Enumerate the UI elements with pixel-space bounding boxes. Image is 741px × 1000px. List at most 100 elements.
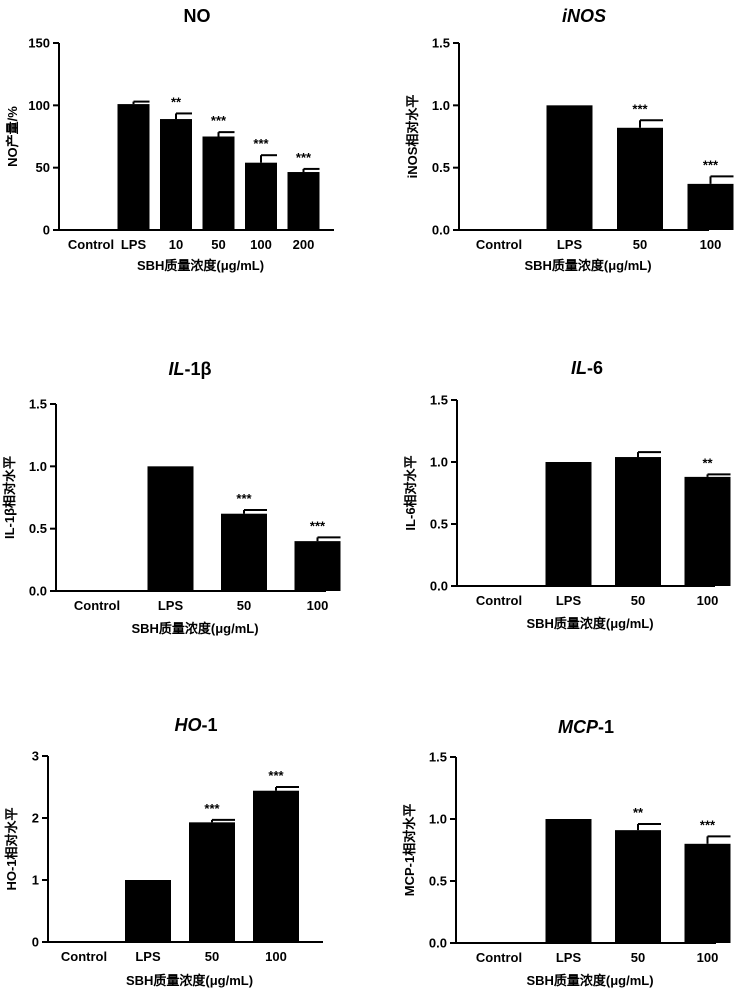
x-tick-label: LPS: [135, 949, 161, 964]
y-tick-label: 2: [32, 811, 39, 826]
y-tick-label: 1.0: [430, 455, 448, 470]
y-tick-label: 0: [32, 935, 39, 950]
bar-50: [617, 127, 663, 230]
chart-title: IL-1β: [169, 359, 212, 379]
x-tick-label: 50: [633, 237, 647, 252]
significance-label: ***: [204, 801, 220, 816]
y-axis-label: IL-1β相对水平: [2, 456, 17, 539]
x-axis-label: SBH质量浓度(μg/mL): [526, 973, 653, 988]
bar-50: [615, 830, 661, 943]
x-axis-label: SBH质量浓度(μg/mL): [137, 258, 264, 273]
bar-50: [615, 457, 661, 586]
significance-label: **: [171, 94, 182, 109]
y-tick-label: 0.0: [29, 584, 47, 599]
chart-title: MCP-1: [558, 717, 614, 737]
bar-100: [294, 541, 341, 591]
y-tick-label: 50: [36, 160, 50, 175]
x-tick-label: Control: [74, 598, 120, 613]
y-tick-label: 1.0: [432, 98, 450, 113]
y-tick-label: 150: [28, 36, 50, 51]
bar-lps: [545, 462, 592, 586]
y-tick-label: 0.5: [430, 517, 448, 532]
bar-50: [221, 513, 267, 591]
significance-label: ***: [632, 101, 648, 116]
chart-panel-2: iNOS 0.0 0.5 1.0 1.5 iNOS相对水平 SBH质量浓度(μg/mL)Co…: [405, 6, 734, 273]
x-tick-label: 10: [169, 237, 183, 252]
x-tick-label: LPS: [557, 237, 583, 252]
y-tick-label: 1.0: [429, 812, 447, 827]
y-tick-label: 0.0: [429, 936, 447, 951]
x-tick-label: Control: [476, 237, 522, 252]
x-tick-label: 100: [265, 949, 287, 964]
significance-label: ***: [211, 113, 227, 128]
bar-lps: [545, 819, 592, 943]
x-tick-label: LPS: [121, 237, 147, 252]
x-tick-label: 200: [293, 237, 315, 252]
bar-100: [684, 476, 731, 586]
chart-panel-5: HO-1 0 1 2 3 HO-1相对水平 SBH质量浓度(μg/mL) Control LPS…: [4, 715, 323, 988]
y-tick-label: 0.5: [29, 521, 47, 536]
chart-panel-4: IL-6 0.0 0.5 1.0 1.5 IL-6相对水平 SBH质量浓度(μg/mL) Co…: [403, 358, 731, 631]
x-tick-label: Control: [476, 593, 522, 608]
x-axis-label: SBH质量浓度(μg/mL): [131, 621, 258, 636]
y-tick-label: 1: [32, 873, 39, 888]
significance-label: ***: [310, 518, 326, 533]
significance-label: ***: [700, 817, 716, 832]
x-tick-label: Control: [68, 237, 114, 252]
significance-label: ***: [253, 136, 269, 151]
x-axis-label: SBH质量浓度(μg/mL): [126, 973, 253, 988]
y-tick-label: 1.5: [432, 36, 450, 51]
y-tick-label: 1.5: [430, 393, 448, 408]
x-tick-label: 50: [631, 593, 645, 608]
x-tick-label: LPS: [158, 598, 184, 613]
bar-50: [202, 136, 235, 230]
bar-200: [287, 172, 320, 230]
significance-label: ***: [703, 157, 719, 172]
y-tick-label: 0.0: [432, 223, 450, 238]
significance-label: ***: [296, 150, 312, 165]
bar-lps: [125, 880, 171, 942]
x-tick-label: Control: [61, 949, 107, 964]
bar-50: [189, 822, 235, 942]
y-tick-label: 0: [43, 223, 50, 238]
x-tick-label: 100: [250, 237, 272, 252]
bar-100: [245, 162, 277, 230]
y-tick-label: 0.5: [432, 160, 450, 175]
x-tick-label: LPS: [556, 593, 582, 608]
y-tick-label: 0.0: [430, 579, 448, 594]
y-axis-label: MCP-1相对水平: [402, 804, 417, 896]
x-tick-label: 100: [697, 950, 719, 965]
significance-label: **: [633, 805, 644, 820]
x-tick-label: 50: [205, 949, 219, 964]
significance-label: ***: [268, 768, 284, 783]
chart-title: IL-6: [571, 358, 603, 378]
significance-label: ***: [236, 491, 252, 506]
y-axis-label: IL-6相对水平: [403, 455, 418, 530]
bar-lps: [546, 105, 593, 230]
x-tick-label: 50: [237, 598, 251, 613]
chart-title: iNOS: [562, 6, 606, 26]
bar-lps: [147, 466, 194, 591]
y-tick-label: 3: [32, 749, 39, 764]
chart-panel-6: MCP-1 0.0 0.5 1.0 1.5 MCP-1相对水平 SBH质量浓度(μg/mL)…: [402, 717, 731, 988]
x-tick-label: 100: [700, 237, 722, 252]
x-axis-label: SBH质量浓度(μg/mL): [526, 616, 653, 631]
chart-panel-1: NO 0 50 100 150 NO产量/% SBH质量浓度(μg/mL) Control LP…: [5, 6, 334, 273]
y-tick-label: 1.5: [29, 397, 47, 412]
bar-10: [160, 119, 192, 230]
bar-100: [253, 790, 299, 942]
bar-lps: [117, 104, 150, 230]
x-tick-label: 50: [211, 237, 225, 252]
y-tick-label: 1.5: [429, 750, 447, 765]
y-axis-label: NO产量/%: [5, 106, 20, 167]
y-tick-label: 100: [28, 98, 50, 113]
x-tick-label: Control: [476, 950, 522, 965]
y-axis-label: iNOS相对水平: [405, 95, 420, 179]
x-tick-label: LPS: [556, 950, 582, 965]
bar-100: [684, 843, 731, 943]
x-tick-label: 100: [697, 593, 719, 608]
significance-label: **: [702, 455, 713, 470]
y-axis-label: HO-1相对水平: [4, 807, 19, 890]
y-tick-label: 1.0: [29, 459, 47, 474]
